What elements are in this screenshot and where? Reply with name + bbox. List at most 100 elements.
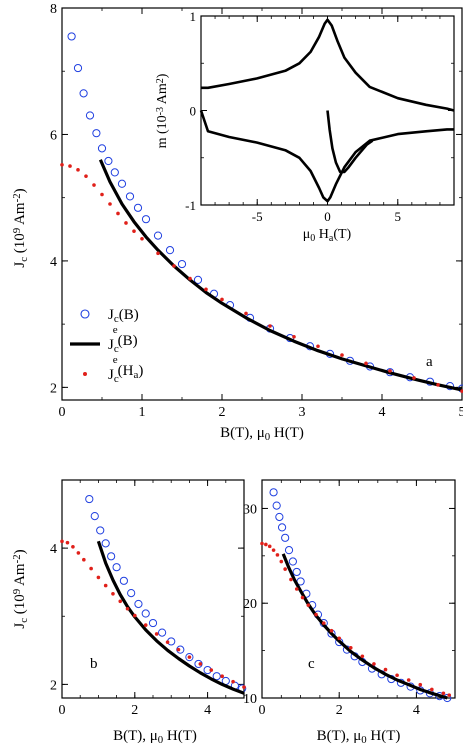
- y-tick-label: -1: [185, 198, 196, 213]
- data-point-jce-ha: [125, 606, 130, 611]
- data-point-jc-b: [119, 576, 128, 585]
- data-point-jce-ha: [388, 369, 392, 373]
- data-point-jc-b: [141, 215, 151, 224]
- data-point-jce-ha: [372, 662, 376, 666]
- data-point-jc-b: [275, 512, 284, 522]
- y-tick-label: 4: [50, 542, 57, 557]
- data-point-jce-ha: [76, 551, 81, 555]
- legend-label-part: J: [108, 367, 114, 383]
- legend-label-part: a: [133, 369, 138, 381]
- data-point-jce-ha: [294, 587, 299, 591]
- data-point-jc-b: [141, 609, 150, 618]
- inset-y-label-part: m (10: [155, 115, 170, 148]
- data-point-jc-b: [148, 618, 158, 628]
- data-point-jce-ha: [124, 221, 128, 225]
- legend-label-part: c: [114, 343, 119, 355]
- series-line-virgin-curve: [326, 110, 374, 174]
- data-point-jce-ha: [340, 353, 344, 357]
- x-axis-label: B(T), μ0 H(T): [220, 425, 304, 443]
- data-point-jc-b: [92, 129, 101, 138]
- data-point-jce-ha: [406, 678, 411, 682]
- data-point-jc-b: [165, 246, 175, 255]
- data-point-jce-ha: [156, 251, 160, 256]
- data-point-jc-b: [133, 203, 143, 212]
- data-point-jce-ha: [204, 287, 208, 292]
- x-tick-label: 0: [324, 209, 331, 224]
- data-point-jce-ha: [306, 603, 311, 607]
- data-point-jce-ha: [267, 544, 272, 549]
- x-axis-label-part: B(T), μ: [317, 728, 362, 744]
- y-axis-label-part: -2: [11, 554, 23, 563]
- y-tick-label: 0: [190, 104, 197, 119]
- data-point-jc-b: [85, 494, 94, 504]
- inset-x-label-part: a: [329, 233, 334, 244]
- data-point-jc-b: [110, 168, 119, 177]
- x-tick-label: 0: [59, 703, 66, 718]
- data-point-jc-b: [193, 275, 203, 284]
- data-point-jc-b: [79, 89, 88, 98]
- data-point-jce-ha: [198, 662, 203, 666]
- x-axis-label-part: 0: [361, 734, 366, 746]
- data-point-jce-ha: [436, 383, 440, 387]
- data-point-jce-ha: [165, 640, 170, 644]
- data-point-jce-ha: [176, 647, 181, 652]
- y-tick-label: 10: [243, 692, 257, 707]
- x-tick-label: 5: [459, 405, 463, 420]
- data-point-jc-b: [212, 672, 221, 681]
- legend-label: Jce(B): [108, 324, 138, 355]
- legend-label-part: (B): [118, 333, 138, 349]
- data-point-jce-ha: [412, 376, 416, 380]
- series-line-upper-branch: [201, 18, 455, 112]
- y-axis-label-part: 9: [11, 589, 23, 594]
- legend-label-part: c: [114, 373, 119, 385]
- data-point-jce-ha: [209, 668, 214, 672]
- inset-y-label-part: ): [155, 73, 170, 78]
- y-axis-label-part: 9: [11, 228, 23, 233]
- x-tick-label: 4: [413, 703, 420, 718]
- data-point-jce-ha: [275, 553, 280, 557]
- data-point-jce-ha: [154, 632, 159, 636]
- data-point-jce-ha: [447, 693, 452, 697]
- data-point-jc-b: [90, 512, 99, 521]
- y-axis-label-part: (10: [12, 233, 28, 257]
- legend-marker-red-dot: [83, 372, 87, 376]
- data-point-jc-b: [272, 501, 281, 510]
- data-point-jc-b: [153, 231, 163, 240]
- data-point-jc-b: [158, 628, 167, 637]
- x-axis-label-part: H(T): [163, 728, 197, 744]
- data-point-jce-ha: [329, 628, 334, 633]
- legend: Jc(B)Jce(B)Jce(Ha): [70, 307, 143, 385]
- data-point-jce-ha: [268, 324, 272, 328]
- inset-y-label-part: 2: [155, 78, 166, 83]
- data-point-jc-b: [292, 567, 301, 577]
- data-point-jce-ha: [68, 164, 72, 168]
- data-point-jce-ha: [242, 685, 246, 689]
- data-point-jce-ha: [314, 612, 318, 617]
- legend-label-part: J: [108, 307, 114, 323]
- x-tick-label: 4: [204, 703, 211, 718]
- legend-label-part: e: [113, 354, 118, 366]
- data-point-jce-ha: [321, 621, 326, 625]
- data-point-jce-ha: [111, 591, 115, 596]
- inset-y-label-part: -3: [155, 107, 166, 115]
- inset-y-axis-label: m (10-3 Am2): [155, 73, 171, 148]
- data-point-jce-ha: [220, 674, 224, 678]
- data-point-jc-b: [67, 32, 76, 41]
- data-point-jc-b: [134, 599, 143, 609]
- x-tick-label: 2: [219, 405, 226, 420]
- series-line-lower-branch: [199, 110, 454, 203]
- x-tick-label: 1: [139, 405, 146, 420]
- data-point-jc-b: [73, 63, 83, 73]
- y-tick-label: 20: [243, 597, 257, 612]
- data-point-jce-ha: [292, 334, 296, 339]
- data-point-jc-b: [177, 259, 187, 269]
- data-point-jce-ha: [244, 311, 248, 316]
- y-tick-label: 2: [50, 678, 57, 693]
- inset-x-label-part: H: [315, 227, 329, 242]
- data-point-jce-ha: [116, 211, 120, 216]
- y-axis-label-part: (10: [12, 594, 28, 618]
- data-point-jc-b: [127, 588, 136, 598]
